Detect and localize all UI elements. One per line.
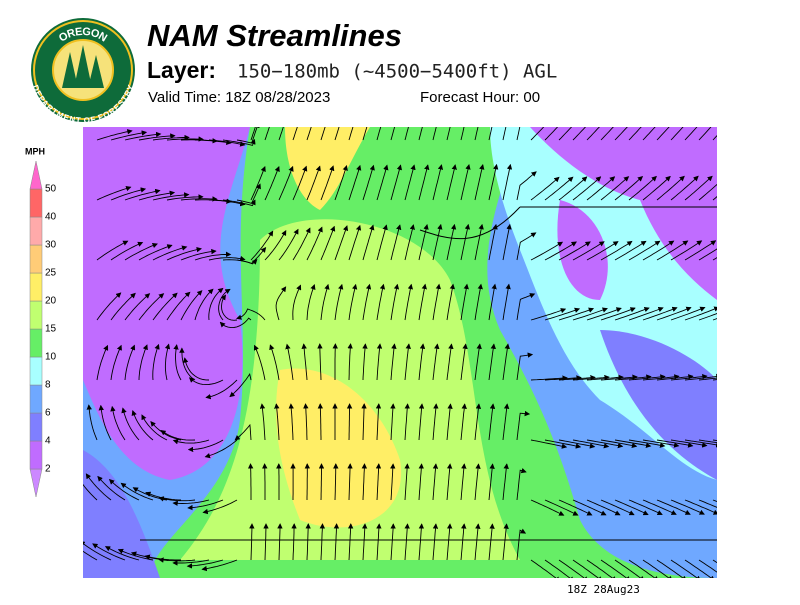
streamline xyxy=(713,176,740,200)
streamline xyxy=(713,500,746,514)
colorbar-band xyxy=(30,189,42,217)
streamline xyxy=(713,241,743,260)
valid-time: Valid Time: 18Z 08/28/2023 xyxy=(148,89,330,106)
colorbar-unit: MPH xyxy=(25,146,45,156)
streamline xyxy=(251,464,252,500)
colorbar-label: 6 xyxy=(45,408,51,419)
streamline xyxy=(713,113,737,140)
streamline xyxy=(713,307,747,320)
title: NAM Streamlines xyxy=(147,18,402,53)
colorbar-label: 10 xyxy=(45,352,57,363)
layer-value: 150−180mb (~4500−5400ft) AGL xyxy=(237,61,557,83)
colorbar-label: 8 xyxy=(45,380,51,391)
footer-timestamp: 18Z 28Aug23 xyxy=(567,583,640,596)
colorbar-label: 30 xyxy=(45,240,57,251)
colorbar-band xyxy=(30,385,42,413)
streamline xyxy=(321,464,322,500)
colorbar-label: 25 xyxy=(45,268,57,279)
colorbar-band xyxy=(30,273,42,301)
map xyxy=(68,105,749,582)
streamline xyxy=(349,404,350,440)
colorbar-label: 15 xyxy=(45,324,57,335)
colorbar: MPH 2 4 6 8 10 15 20 25 30 40 50 xyxy=(25,146,57,497)
streamline xyxy=(713,376,749,380)
colorbar-label: 2 xyxy=(45,464,51,475)
colorbar-over xyxy=(30,161,42,189)
layer-label: Layer: xyxy=(147,57,216,83)
colorbar-band xyxy=(30,413,42,441)
streamline xyxy=(713,560,743,580)
colorbar-label: 20 xyxy=(45,296,57,307)
colorbar-band xyxy=(30,245,42,273)
forecast-hour: Forecast Hour: 00 xyxy=(420,89,540,106)
colorbar-band xyxy=(30,329,42,357)
colorbar-label: 50 xyxy=(45,184,57,195)
streamline xyxy=(713,440,749,445)
colorbar-band xyxy=(30,301,42,329)
colorbar-band xyxy=(30,357,42,385)
logo: OREGON DEPARTMENT OF FORESTRY xyxy=(31,18,136,125)
colorbar-band xyxy=(30,217,42,245)
colorbar-label: 40 xyxy=(45,212,57,223)
colorbar-under xyxy=(30,469,42,497)
colorbar-band xyxy=(30,441,42,469)
colorbar-label: 4 xyxy=(45,436,51,447)
